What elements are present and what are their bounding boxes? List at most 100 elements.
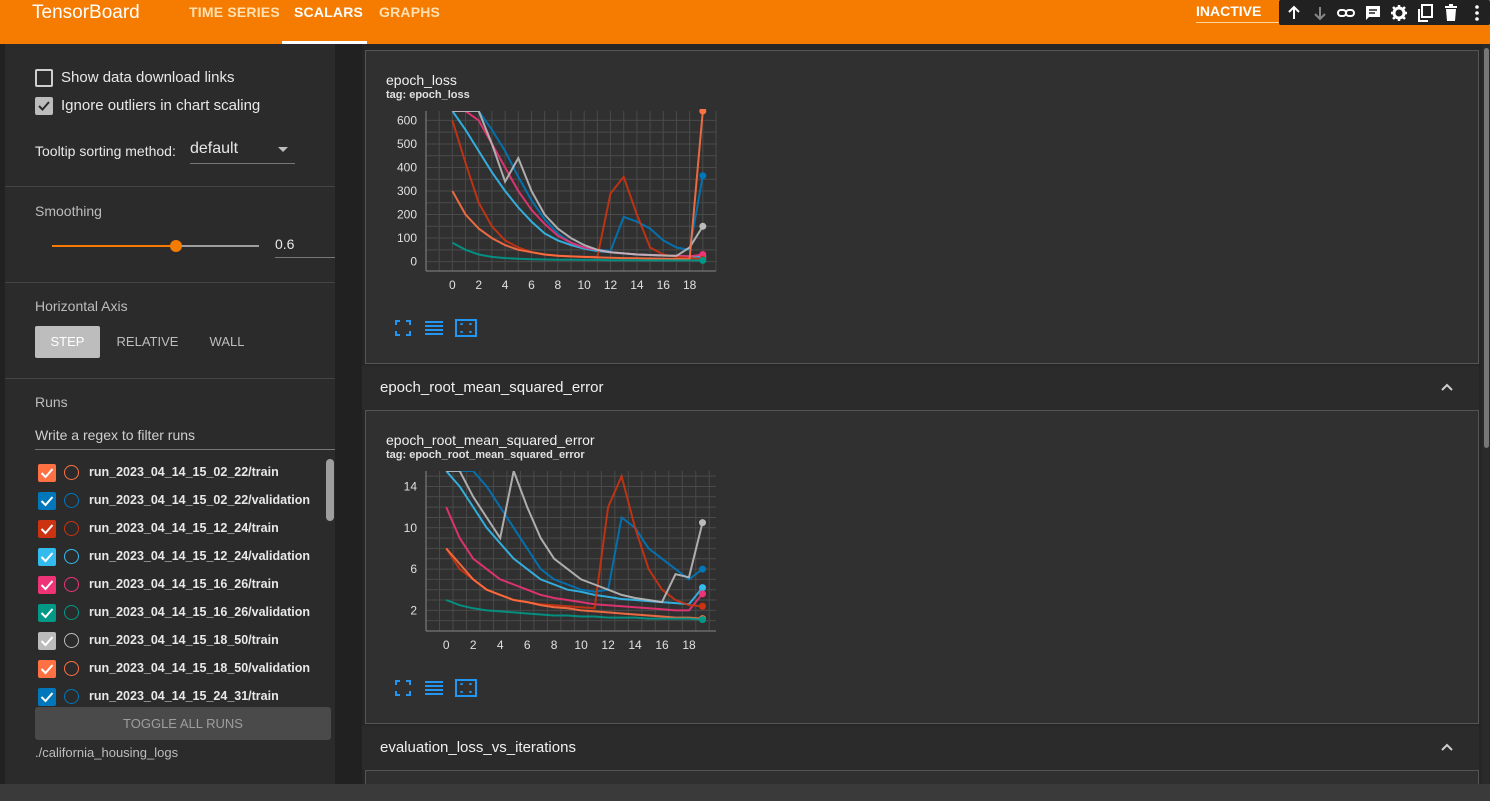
run-color-icon[interactable]: [64, 521, 79, 536]
chevron-down-icon[interactable]: [278, 147, 288, 153]
run-checkbox[interactable]: [38, 604, 56, 622]
series-line: [445, 547, 703, 620]
x-tick-label: 14: [630, 278, 644, 292]
run-checkbox[interactable]: [38, 576, 56, 594]
run-color-icon[interactable]: [64, 689, 79, 704]
run-color-icon[interactable]: [64, 493, 79, 508]
active-tab-indicator: [282, 41, 367, 44]
x-tick-label: 16: [657, 278, 671, 292]
ignore-outliers-checkbox[interactable]: [35, 97, 53, 115]
chevron-up-icon[interactable]: [1439, 739, 1455, 755]
axis-relative-button[interactable]: RELATIVE: [116, 334, 179, 349]
more-icon[interactable]: [1467, 3, 1487, 23]
run-checkbox[interactable]: [38, 464, 56, 482]
fullscreen-icon[interactable]: [394, 679, 416, 697]
chart-card-epoch-loss: epoch_loss tag: epoch_loss 0 2 4 6 8 10 12 14 16…: [365, 50, 1479, 364]
x-tick-label: 2: [470, 638, 477, 652]
y-tick-label: 0: [410, 255, 417, 269]
group-title: evaluation_loss_vs_iterations: [380, 739, 576, 756]
x-tick-label: 0: [449, 278, 456, 292]
tab-graphs[interactable]: GRAPHS: [379, 4, 441, 20]
run-row[interactable]: run_2023_04_14_15_16_26/train: [38, 575, 328, 595]
group-header-eval-loss[interactable]: evaluation_loss_vs_iterations: [362, 726, 1479, 770]
y-tick-label: 100: [397, 231, 417, 245]
run-row[interactable]: run_2023_04_14_15_16_26/validation: [38, 603, 328, 623]
x-tick-label: 6: [524, 638, 531, 652]
main-content: epoch_loss tag: epoch_loss 0 2 4 6 8 10 12 14 16…: [362, 44, 1490, 790]
sidebar: Show data download links Ignore outliers…: [5, 44, 335, 784]
series-end-point: [699, 616, 707, 624]
x-tick-label: 12: [601, 638, 615, 652]
tab-scalars[interactable]: SCALARS: [294, 4, 364, 20]
series-line: [445, 506, 704, 612]
run-name: run_2023_04_14_15_16_26/train: [89, 577, 279, 591]
card-tag: tag: epoch_loss: [386, 89, 470, 101]
run-name: run_2023_04_14_15_18_50/validation: [89, 661, 310, 675]
run-row[interactable]: run_2023_04_14_15_02_22/train: [38, 463, 328, 483]
chevron-up-icon[interactable]: [1439, 379, 1455, 395]
run-row[interactable]: run_2023_04_14_15_24_31/train: [38, 687, 328, 707]
group-header-rmse[interactable]: epoch_root_mean_squared_error: [362, 366, 1479, 410]
run-color-icon[interactable]: [64, 605, 79, 620]
x-tick-label: 10: [578, 278, 592, 292]
plugin-select[interactable]: INACTIVE: [1196, 3, 1262, 19]
series-end-point: [699, 590, 707, 598]
settings-icon[interactable]: [1389, 3, 1409, 23]
arrow-up-icon[interactable]: [1284, 3, 1304, 23]
fit-domain-icon[interactable]: [455, 679, 477, 697]
x-tick-label: 4: [497, 638, 504, 652]
series-line: [451, 111, 703, 258]
run-color-icon[interactable]: [64, 577, 79, 592]
fullscreen-icon[interactable]: [394, 319, 416, 337]
chart-epoch-rmse[interactable]: 0 2 4 6 8 10 12 14 16 18 2 6 10 14: [386, 469, 721, 659]
brand-title: TensorBoard: [32, 2, 140, 23]
copy-icon[interactable]: [1415, 3, 1435, 23]
y-tick-label: 500: [397, 137, 417, 151]
series-group: [445, 471, 704, 621]
tab-time-series[interactable]: TIME SERIES: [189, 4, 280, 20]
show-download-links-checkbox[interactable]: [35, 69, 53, 87]
run-row[interactable]: run_2023_04_14_15_18_50/train: [38, 631, 328, 651]
plugin-select-underline: [1196, 22, 1326, 23]
run-row[interactable]: run_2023_04_14_15_12_24/validation: [38, 547, 328, 567]
run-checkbox[interactable]: [38, 632, 56, 650]
series-line: [446, 471, 704, 604]
run-row[interactable]: run_2023_04_14_15_02_22/validation: [38, 491, 328, 511]
arrow-down-icon[interactable]: [1310, 3, 1330, 23]
series-line: [452, 111, 703, 258]
run-name: run_2023_04_14_15_24_31/train: [89, 689, 279, 703]
y-tick-label: 400: [397, 160, 417, 174]
run-checkbox[interactable]: [38, 660, 56, 678]
runs-filter-input[interactable]: Write a regex to filter runs: [35, 427, 196, 443]
toggle-all-runs-button[interactable]: TOGGLE ALL RUNS: [35, 707, 331, 740]
run-checkbox[interactable]: [38, 688, 56, 706]
runs-scrollbar[interactable]: [326, 459, 334, 521]
axis-step-button[interactable]: STEP: [35, 326, 100, 358]
x-tick-label: 8: [554, 278, 561, 292]
chart-epoch-loss[interactable]: 0 2 4 6 8 10 12 14 16 18 0 100 200 300 400 500 600: [386, 109, 721, 299]
run-checkbox[interactable]: [38, 548, 56, 566]
fit-domain-icon[interactable]: [455, 319, 477, 337]
tooltip-sort-select[interactable]: default: [190, 140, 239, 157]
run-color-icon[interactable]: [64, 465, 79, 480]
run-row[interactable]: run_2023_04_14_15_18_50/validation: [38, 659, 328, 679]
feedback-icon[interactable]: [1363, 3, 1383, 23]
x-tick-label: 12: [604, 278, 618, 292]
series-end-point: [699, 256, 707, 264]
run-color-icon[interactable]: [64, 661, 79, 676]
smoothing-input[interactable]: 0.6: [275, 236, 295, 252]
run-checkbox[interactable]: [38, 520, 56, 538]
run-row[interactable]: run_2023_04_14_15_12_24/train: [38, 519, 328, 539]
axis-wall-button[interactable]: WALL: [209, 334, 245, 349]
log-scale-icon[interactable]: [424, 679, 446, 697]
card-tag: tag: epoch_root_mean_squared_error: [386, 449, 585, 461]
log-scale-icon[interactable]: [424, 319, 446, 337]
run-color-icon[interactable]: [64, 633, 79, 648]
delete-icon[interactable]: [1441, 3, 1461, 23]
smoothing-slider-thumb[interactable]: [170, 240, 183, 252]
run-checkbox[interactable]: [38, 492, 56, 510]
run-color-icon[interactable]: [64, 549, 79, 564]
y-tick-label: 6: [410, 562, 417, 576]
link-icon[interactable]: [1336, 3, 1356, 23]
page-scrollbar-thumb[interactable]: [1484, 48, 1489, 448]
